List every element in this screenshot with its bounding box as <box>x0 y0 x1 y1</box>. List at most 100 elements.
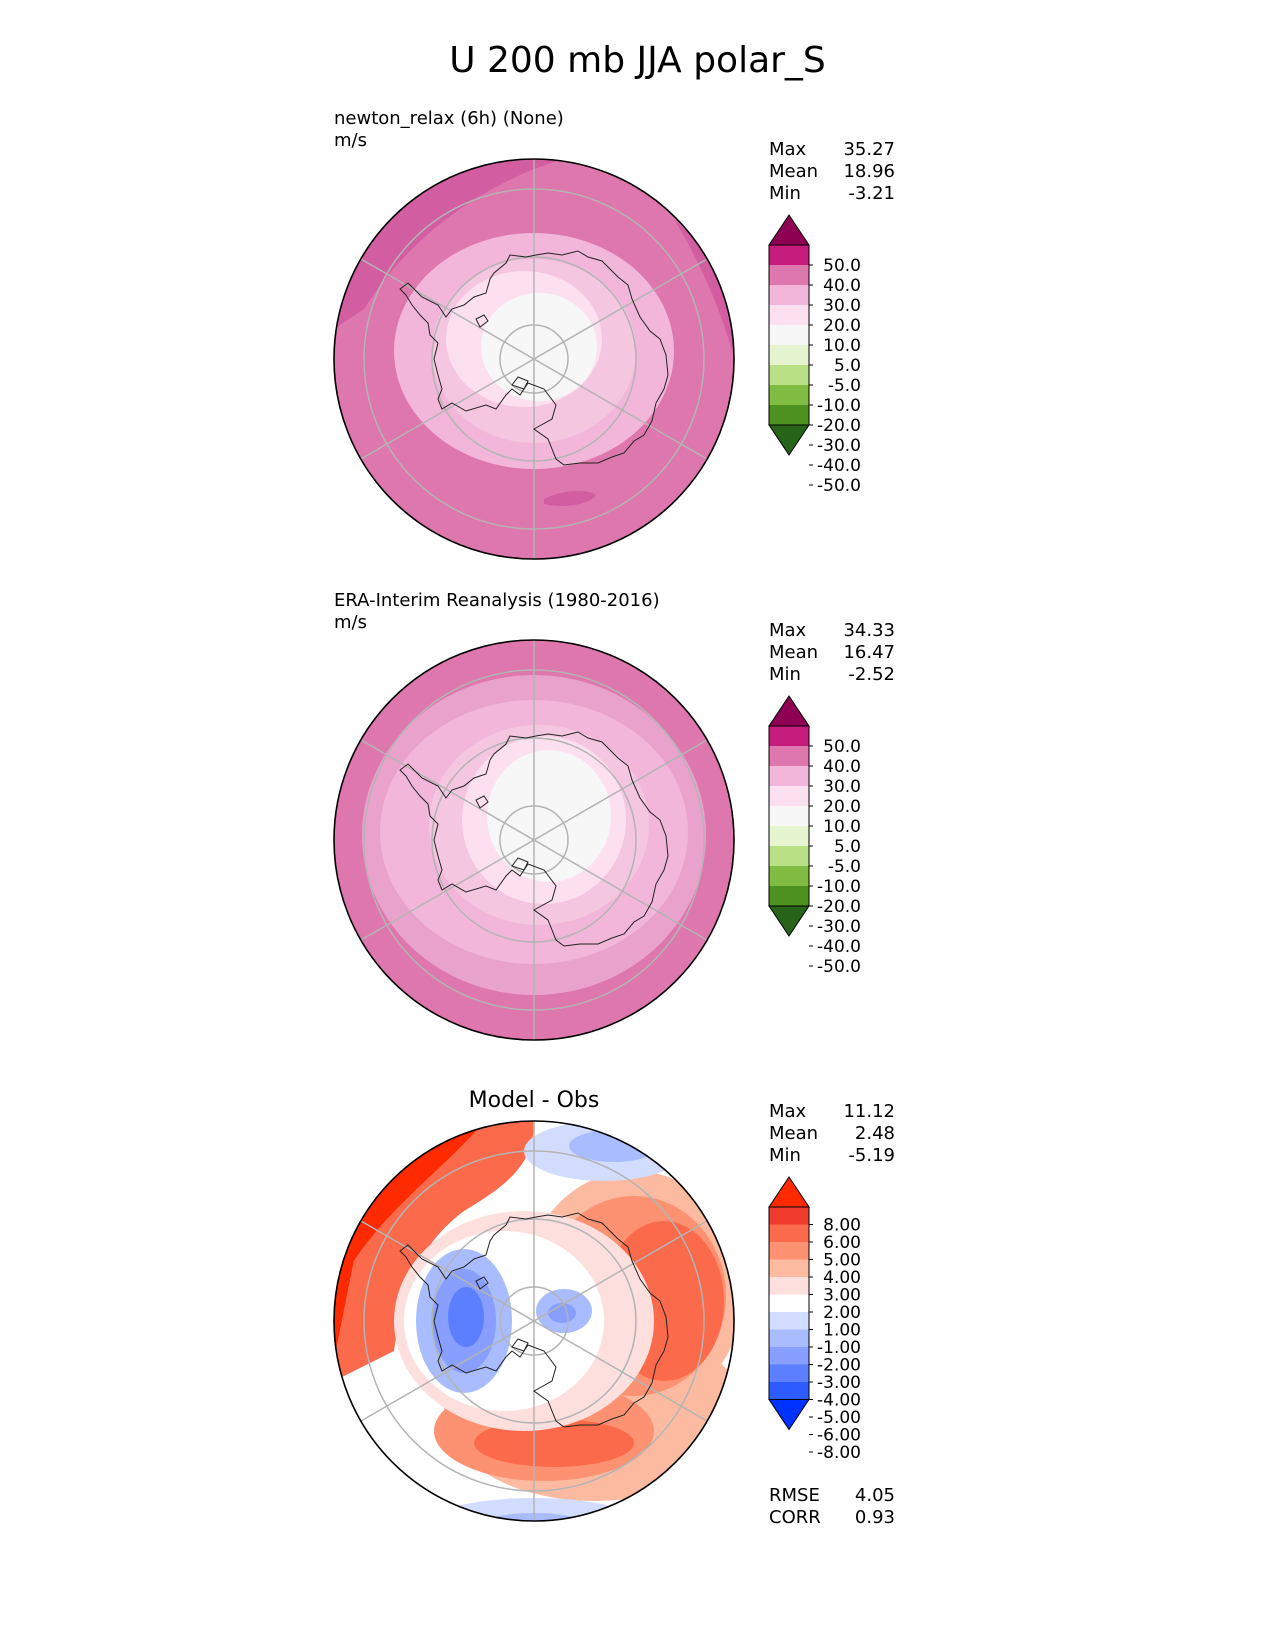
colorbar-segment <box>769 746 809 766</box>
colorbar-segment <box>769 385 809 405</box>
colorbar-tick-label: -6.00 <box>817 1426 861 1446</box>
field-band-neg5-5 <box>481 293 597 401</box>
colorbar-segment <box>769 345 809 365</box>
colorbar-tick-label: -50.0 <box>817 476 861 496</box>
colorbar-segment <box>769 766 809 786</box>
field-band-neg5-5 <box>487 750 611 882</box>
colorbar-segment <box>769 285 809 305</box>
colorbar-extend-min <box>768 905 810 937</box>
colorbar-tick-label: -30.0 <box>817 436 861 456</box>
panel-1-colorbar: 50.040.030.020.010.05.0-5.0-10.0-20.0-30… <box>768 214 861 496</box>
colorbar-extend-min <box>768 1399 810 1431</box>
colorbar-segment <box>769 1259 809 1277</box>
colorbar-segment <box>769 405 809 425</box>
colorbar-segment <box>769 265 809 285</box>
colorbar-tick-label: -10.0 <box>817 396 861 416</box>
colorbar-tick-label: -10.0 <box>817 877 861 897</box>
colorbar-tick-label: 4.00 <box>823 1268 861 1288</box>
colorbar-tick-label: 5.00 <box>823 1251 861 1271</box>
panel-3-corr: 0.93 <box>854 1507 895 1528</box>
colorbar-segment <box>769 886 809 906</box>
colorbar-segment <box>769 1312 809 1330</box>
map-boundary <box>333 1120 735 1522</box>
colorbar-tick-label: 6.00 <box>823 1233 861 1253</box>
colorbar-segment <box>769 826 809 846</box>
colorbar-tick-label: 50.0 <box>823 737 861 757</box>
panel-1-max: 35.27 <box>843 139 895 160</box>
colorbar-tick-label: -20.0 <box>817 897 861 917</box>
colorbar-segment <box>769 846 809 866</box>
panel-2-stats: Max 34.33 Mean 16.47 Min -2.52 <box>769 620 895 685</box>
colorbar-segment <box>769 1207 809 1225</box>
panel-2-units: m/s <box>334 612 367 633</box>
colorbar-tick-label: 40.0 <box>823 757 861 777</box>
colorbar-segment <box>769 1242 809 1260</box>
colorbar-segment <box>769 1347 809 1365</box>
colorbar-segment <box>769 1277 809 1295</box>
colorbar-segment <box>769 726 809 746</box>
colorbar-tick-label: 2.00 <box>823 1303 861 1323</box>
colorbar-segment <box>769 786 809 806</box>
colorbar-tick-label: 30.0 <box>823 777 861 797</box>
colorbar-tick-label: 50.0 <box>823 256 861 276</box>
colorbar-tick-label: 5.0 <box>834 356 861 376</box>
panel-2-colorbar: 50.040.030.020.010.05.0-5.0-10.0-20.0-30… <box>768 695 861 977</box>
colorbar-segment <box>769 1224 809 1242</box>
panel-2-min: -2.52 <box>848 664 895 685</box>
panel-3-stats: Max 11.12 Mean 2.48 Min -5.19 <box>769 1101 895 1166</box>
colorbar-tick-label: 30.0 <box>823 296 861 316</box>
panel-2-mean: 16.47 <box>843 642 895 663</box>
colorbar-tick-label: 3.00 <box>823 1286 861 1306</box>
panel-3-colorbar: 8.006.005.004.003.002.001.00-1.00-2.00-3… <box>768 1176 861 1463</box>
colorbar-tick-label: -5.0 <box>828 857 861 877</box>
colorbar-tick-label: 8.00 <box>823 1216 861 1236</box>
panel-1-mean: 18.96 <box>843 161 895 182</box>
map-boundary <box>333 639 735 1041</box>
panel-3-title: Model - Obs <box>468 1088 600 1113</box>
panel-1-units: m/s <box>334 130 367 151</box>
field-band-neg3-neg2-north <box>569 1130 659 1162</box>
colorbar-tick-label: 40.0 <box>823 276 861 296</box>
panel-3-error-stats: RMSE 4.05 CORR 0.93 <box>769 1485 895 1528</box>
colorbar-tick-label: 20.0 <box>823 316 861 336</box>
colorbar-tick-label: 20.0 <box>823 797 861 817</box>
colorbar-segment <box>769 365 809 385</box>
panel-1-stats: Max 35.27 Mean 18.96 Min -3.21 <box>769 139 895 204</box>
panel-1-title: newton_relax (6h) (None) <box>334 108 564 129</box>
colorbar-segment <box>769 1364 809 1382</box>
panel-3-polar-map <box>333 1120 735 1522</box>
colorbar-extend-max <box>768 1176 810 1208</box>
panel-3-max: 11.12 <box>843 1101 895 1122</box>
colorbar-tick-label: -5.0 <box>828 376 861 396</box>
colorbar-extend-max <box>768 214 810 246</box>
colorbar-tick-label: -50.0 <box>817 957 861 977</box>
colorbar-tick-label: -40.0 <box>817 456 861 476</box>
colorbar-tick-label: 5.0 <box>834 837 861 857</box>
colorbar-tick-label: -20.0 <box>817 416 861 436</box>
map-boundary <box>333 158 735 560</box>
colorbar-tick-label: -1.00 <box>817 1338 861 1358</box>
figure-title: U 200 mb JJA polar_S <box>449 40 826 81</box>
colorbar-segment <box>769 806 809 826</box>
colorbar-tick-label: -3.00 <box>817 1373 861 1393</box>
colorbar-tick-label: -5.00 <box>817 1408 861 1428</box>
colorbar-segment <box>769 305 809 325</box>
panel-3-mean: 2.48 <box>854 1123 895 1144</box>
colorbar-tick-label: -4.00 <box>817 1391 861 1411</box>
panel-2-max: 34.33 <box>843 620 895 641</box>
colorbar-tick-label: -30.0 <box>817 917 861 937</box>
colorbar-segment <box>769 1382 809 1400</box>
panel-1-min: -3.21 <box>848 183 895 204</box>
colorbar-extend-min <box>768 424 810 456</box>
field-band-neg5-neg4 <box>448 1287 484 1347</box>
field-band-neg2-neg1-south <box>424 1498 644 1521</box>
colorbar-tick-label: 1.00 <box>823 1321 861 1341</box>
panel-1-polar-map <box>333 158 735 560</box>
field-band-30-40-south <box>544 490 596 506</box>
field-band-5-6 <box>334 1121 534 1381</box>
colorbar-segment <box>769 1329 809 1347</box>
colorbar-tick-label: -8.00 <box>817 1443 861 1463</box>
panel-2-title: ERA-Interim Reanalysis (1980-2016) <box>334 590 660 611</box>
field-band-neg4-neg3-center <box>548 1303 576 1323</box>
colorbar-tick-label: -2.00 <box>817 1356 861 1376</box>
